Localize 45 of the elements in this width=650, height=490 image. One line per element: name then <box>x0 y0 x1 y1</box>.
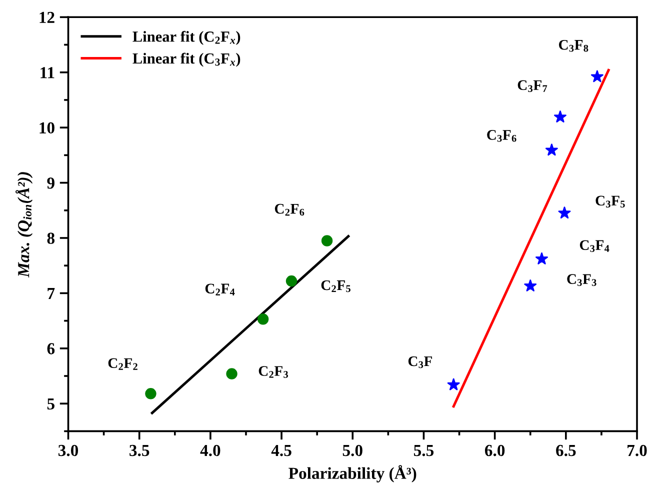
annotation: C$_{2}$F$_{6}$ <box>274 204 304 216</box>
y-tick-label: 5 <box>47 398 54 410</box>
annotation: C$_{3}$F <box>408 356 432 368</box>
point <box>447 378 460 390</box>
annotation: C$_{2}$F$_{3}$ <box>258 366 288 378</box>
x-tick-label: 5.0 <box>342 444 362 456</box>
annotation: C$_{3}$F$_{7}$ <box>518 80 548 92</box>
y-tick-label: 7 <box>48 288 55 299</box>
annotation: C$_{2}$F$_{2}$ <box>108 358 138 370</box>
point <box>558 206 571 219</box>
x-tick-label: 6.0 <box>484 444 505 456</box>
x-tick-label: 3.5 <box>130 444 150 456</box>
x-tick-label: 7.0 <box>628 444 647 456</box>
x-tick-label: 3.0 <box>58 444 78 456</box>
annotation: C$_{2}$F$_{5}$ <box>321 280 350 292</box>
point <box>524 280 537 292</box>
point <box>257 314 269 325</box>
y-tick-label: 9 <box>47 178 54 189</box>
y-tick-label: 10 <box>40 122 54 134</box>
point <box>536 252 548 264</box>
x-axis-title: Polarizability (Å³) <box>288 465 416 482</box>
point <box>590 70 604 82</box>
annotation: C$_{2}$F$_{4}$ <box>205 284 235 296</box>
annotation: C$_{3}$F$_{6}$ <box>487 130 516 142</box>
legend-label: Linear fit (C$_{3}$F$_{x}$) <box>132 52 240 67</box>
annotation: C$_{3}$F$_{8}$ <box>558 40 588 52</box>
x-tick-label: 4.0 <box>200 444 220 456</box>
point <box>286 275 298 287</box>
y-tick-label: 6 <box>47 343 55 354</box>
x-tick-label: 6.5 <box>556 444 576 456</box>
annotation: C$_{3}$F$_{3}$ <box>567 274 596 286</box>
point <box>554 110 566 122</box>
point <box>145 388 156 400</box>
y-tick-label: 11 <box>40 67 54 78</box>
y-axis-title: Max. (Q$_{ion}$(Å²)) <box>16 172 33 278</box>
x-tick-label: 4.5 <box>271 444 292 456</box>
y-tick-label: 8 <box>47 232 55 244</box>
point <box>226 368 238 380</box>
y-tick-label: 12 <box>40 12 54 23</box>
legend-label: Linear fit (C$_{2}$F$_{x}$) <box>132 30 240 45</box>
annotation: C$_{3}$F$_{5}$ <box>596 196 625 208</box>
point <box>321 235 333 246</box>
x-tick-label: 5.5 <box>414 445 434 456</box>
point <box>545 144 558 156</box>
annotation: C$_{3}$F$_{4}$ <box>580 240 610 252</box>
